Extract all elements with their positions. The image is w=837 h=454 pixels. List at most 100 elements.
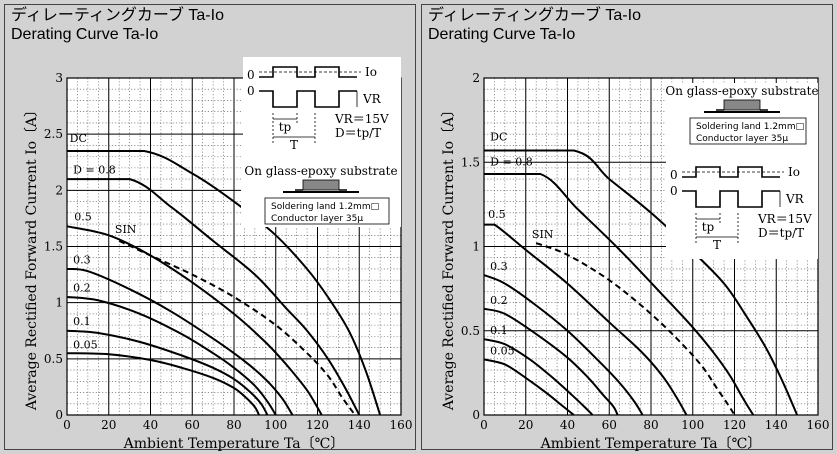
conductor-spec: Conductor layer 35μ — [271, 214, 363, 224]
tp-label: tp — [279, 120, 292, 134]
series-line-0-05 — [483, 358, 575, 416]
waveform-box — [243, 57, 401, 165]
series-line-sin — [118, 239, 356, 416]
x-tick-label: 100 — [264, 418, 287, 432]
component-body — [723, 99, 761, 111]
series-line-0-5 — [484, 223, 688, 416]
series-label: 0.5 — [74, 211, 92, 224]
y-tick-label: 2 — [472, 71, 480, 85]
land-spec: Soldering land 1.2mm□ — [271, 202, 379, 212]
vr-waveform — [259, 90, 357, 108]
x-tick-label: 160 — [390, 418, 413, 432]
x-tick-label: 160 — [807, 418, 830, 432]
y-tick-label: 0.5 — [44, 352, 63, 366]
component-body — [302, 179, 340, 191]
series-label: 0.2 — [73, 281, 91, 294]
zero-label: 0 — [670, 168, 678, 182]
series-label: 0.3 — [73, 253, 91, 266]
substrate-label: On glass-epoxy substrate — [244, 164, 397, 178]
x-tick-label: 80 — [643, 418, 658, 432]
panel-title-jp: ディレーティングカーブ Ta-Io — [11, 7, 224, 24]
series-line-0-3 — [483, 274, 644, 416]
t-label: T — [713, 238, 721, 252]
series-label: DC — [490, 130, 507, 143]
panel-title-jp: ディレーティングカーブ Ta-Io — [428, 7, 641, 24]
vr-waveform — [682, 190, 780, 208]
derating-chart-left: 0 20 40 60 80 100 120 140 160 0 0.5 1 1.5 2 2.5 3 Ambien… — [24, 57, 413, 451]
series-label: SIN — [532, 228, 554, 241]
derating-chart-right: 0 20 40 60 80 100 120 140 160 0 0.5 1 1.5 2 Ambient Te… — [441, 71, 830, 451]
vr-value: VR＝15V — [757, 212, 812, 226]
vr-label: VR — [785, 192, 805, 206]
series-label: 0.2 — [490, 294, 508, 307]
series-line-0-3 — [66, 267, 294, 416]
y-tick-label: 1 — [55, 296, 63, 310]
series-label: 0.05 — [73, 339, 98, 352]
io-label: Io — [365, 65, 377, 79]
vr-label: VR — [362, 92, 382, 106]
x-tick-label: 120 — [306, 418, 329, 432]
series-line-0-5 — [66, 225, 323, 416]
panel-title-en: Derating Curve Ta-Io — [11, 26, 159, 43]
series-label: D = 0.8 — [490, 156, 533, 169]
series-line-d-0-8 — [67, 178, 361, 416]
duty-formula: D＝tp/T — [335, 126, 381, 140]
series-label: 0.05 — [490, 344, 515, 357]
substrate-box — [666, 83, 818, 157]
x-tick-label: 80 — [226, 418, 241, 432]
panel-left: ディレーティングカーブ Ta-Io Derating Curve Ta-Io 0… — [4, 4, 416, 451]
panel-title: ディレーティングカーブ Ta-Io Derating Curve Ta-Io — [428, 6, 641, 44]
x-tick-label: 0 — [63, 418, 71, 432]
land-spec: Soldering land 1.2mm□ — [696, 122, 804, 132]
x-tick-label: 60 — [602, 418, 617, 432]
panel-right: ディレーティングカーブ Ta-Io Derating Curve Ta-Io 0… — [421, 4, 833, 451]
series-label: 0.5 — [488, 208, 506, 221]
x-axis-title: Ambient Temperature Ta〔℃〕 — [123, 436, 345, 451]
series-line-sin — [535, 242, 736, 416]
x-tick-label: 0 — [480, 418, 488, 432]
substrate-label: On glass-epoxy substrate — [665, 84, 818, 98]
y-tick-label: 2 — [55, 183, 63, 197]
plot-frame — [66, 77, 402, 416]
y-tick-label: 1.5 — [44, 240, 63, 254]
x-tick-label: 120 — [723, 418, 746, 432]
series-line-dc — [484, 149, 799, 416]
io-label: Io — [788, 165, 800, 179]
x-tick-label: 140 — [348, 418, 371, 432]
series-label: 0.1 — [490, 324, 508, 337]
series-label: D = 0.8 — [73, 163, 116, 176]
series-label: 0.1 — [73, 315, 91, 328]
duty-formula: D＝tp/T — [758, 226, 804, 240]
y-axis-title: Average Rectified Forward Current Io〔A〕 — [24, 103, 40, 411]
zero-label: 0 — [247, 84, 255, 98]
x-tick-label: 40 — [560, 418, 575, 432]
y-tick-label: 0 — [55, 408, 63, 422]
y-tick-label: 0.5 — [461, 324, 480, 338]
panel-title-en: Derating Curve Ta-Io — [428, 26, 576, 43]
x-axis-title: Ambient Temperature Ta〔℃〕 — [540, 436, 762, 451]
series-line-d-0-8 — [484, 173, 755, 416]
x-tick-label: 60 — [185, 418, 200, 432]
y-tick-label: 1.5 — [461, 155, 480, 169]
y-tick-label: 1 — [472, 240, 480, 254]
series-line-0-05 — [66, 352, 260, 416]
tp-label: tp — [702, 220, 715, 234]
series-line-0-2 — [66, 296, 277, 416]
conductor-spec: Conductor layer 35μ — [696, 134, 788, 144]
substrate-box — [241, 163, 401, 227]
x-tick-label: 140 — [765, 418, 788, 432]
zero-label: 0 — [670, 184, 678, 198]
x-tick-label: 20 — [101, 418, 116, 432]
panel-title: ディレーティングカーブ Ta-Io Derating Curve Ta-Io — [11, 6, 224, 44]
y-tick-label: 2.5 — [44, 127, 63, 141]
land-spec-frame — [689, 117, 807, 145]
series-line-0-1 — [483, 338, 594, 416]
t-label: T — [290, 138, 298, 152]
vr-value: VR＝15V — [334, 112, 389, 126]
y-tick-label: 3 — [55, 71, 63, 85]
series-line-0-2 — [483, 307, 619, 416]
land-spec-frame — [264, 197, 390, 225]
series-label: DC — [70, 132, 87, 145]
x-tick-label: 20 — [518, 418, 533, 432]
